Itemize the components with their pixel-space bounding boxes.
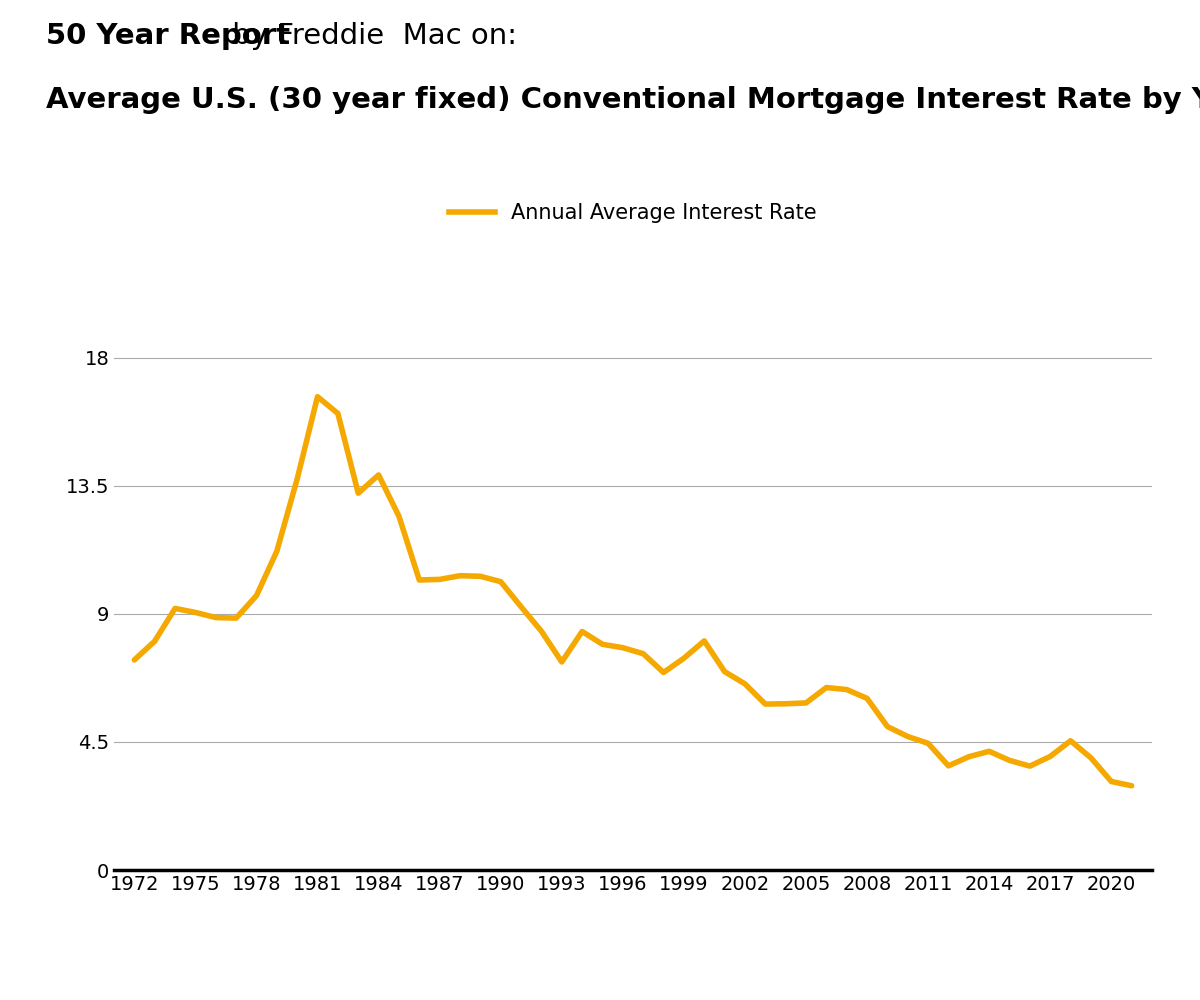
Text: by Freddie  Mac on:: by Freddie Mac on: xyxy=(223,22,517,50)
Legend: Annual Average Interest Rate: Annual Average Interest Rate xyxy=(449,203,817,223)
Text: Average U.S. (30 year fixed) Conventional Mortgage Interest Rate by Year: Average U.S. (30 year fixed) Conventiona… xyxy=(46,86,1200,114)
Text: 50 Year Report: 50 Year Report xyxy=(46,22,289,50)
